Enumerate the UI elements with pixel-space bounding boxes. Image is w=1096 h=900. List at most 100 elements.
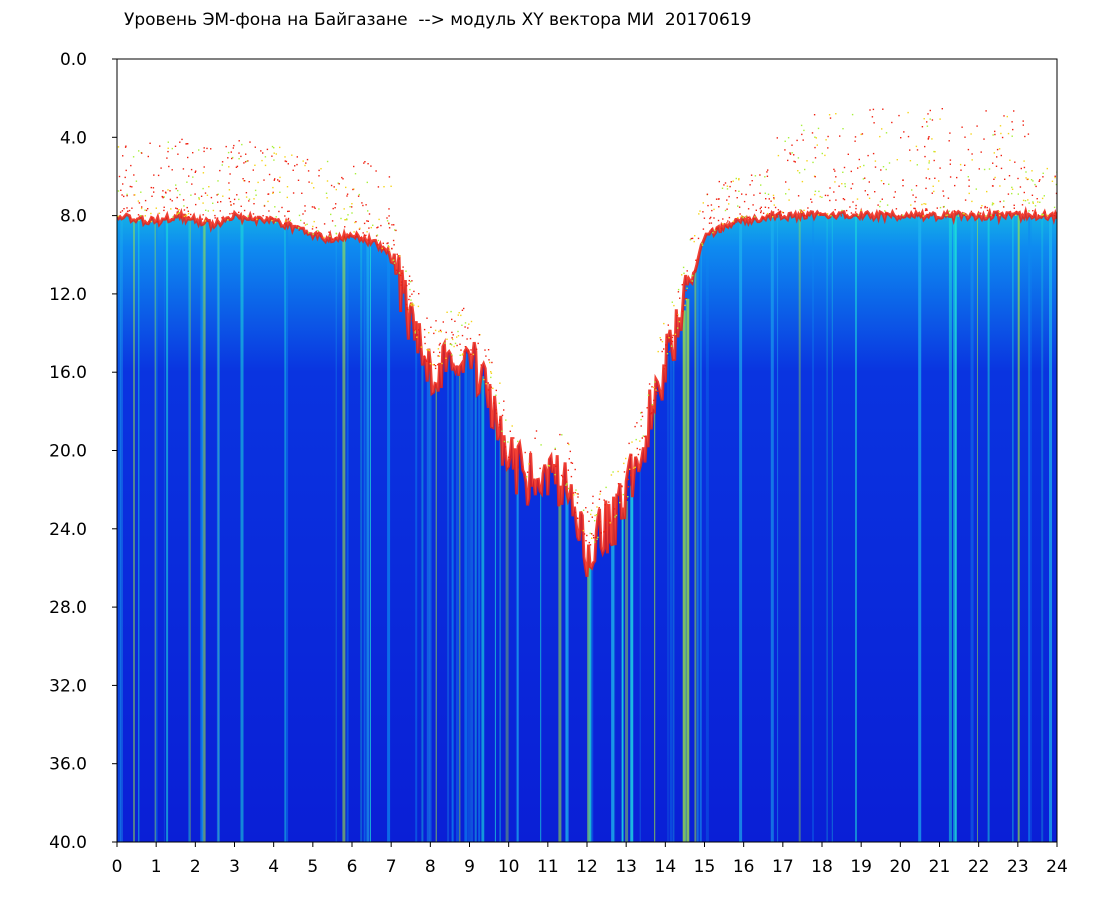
heatmap-point xyxy=(493,402,495,404)
heatmap-point xyxy=(311,228,314,230)
heatmap-point xyxy=(592,534,595,537)
heatmap-point xyxy=(535,430,538,432)
heatmap-point xyxy=(313,187,315,189)
heatmap-point xyxy=(576,502,579,504)
heatmap-point xyxy=(504,446,507,448)
heatmap-point xyxy=(707,204,709,207)
heatmap-point xyxy=(936,207,938,209)
heatmap-point xyxy=(666,336,668,338)
heatmap-point xyxy=(300,219,302,222)
heatmap-point xyxy=(433,364,435,366)
heatmap-point xyxy=(752,204,754,206)
heatmap-point xyxy=(1024,135,1026,138)
heatmap-point xyxy=(150,186,152,189)
heatmap-point xyxy=(656,390,658,392)
heatmap-point xyxy=(617,470,619,473)
heatmap-point xyxy=(782,212,785,214)
heatmap-point xyxy=(331,220,334,222)
heatmap-point xyxy=(408,298,410,301)
x-axis: 0 1 2 3 4 5 6 7 8 9 10 11 12 13 14 15 16 17 18 19 20 21 22 23 24 xyxy=(112,842,1068,877)
heatmap-point xyxy=(943,205,945,208)
heatmap-streak xyxy=(699,251,701,842)
heatmap-point xyxy=(926,208,928,210)
heatmap-point xyxy=(429,363,432,365)
heatmap-point xyxy=(134,194,136,196)
heatmap-point xyxy=(992,134,994,136)
heatmap-point xyxy=(152,187,155,189)
heatmap-point xyxy=(176,196,178,199)
heatmap-streak xyxy=(415,334,418,842)
heatmap-point xyxy=(760,211,762,214)
heatmap-point xyxy=(307,232,310,234)
heatmap-point xyxy=(824,154,826,157)
heatmap-point xyxy=(195,170,197,172)
heatmap-point xyxy=(694,235,696,237)
heatmap-point xyxy=(383,248,385,251)
heatmap-point xyxy=(874,166,877,168)
heatmap-point xyxy=(341,176,343,179)
heatmap-point xyxy=(470,353,472,355)
heatmap-point xyxy=(319,235,322,237)
heatmap-point xyxy=(221,161,224,163)
x-tick-label: 15 xyxy=(694,857,716,877)
heatmap-point xyxy=(612,471,614,473)
heatmap-point xyxy=(317,230,319,232)
heatmap-point xyxy=(764,176,766,178)
heatmap-point xyxy=(386,242,388,245)
heatmap-point xyxy=(677,291,680,293)
heatmap-point xyxy=(811,201,813,203)
heatmap-point xyxy=(993,152,995,154)
heatmap-point xyxy=(485,355,487,357)
heatmap-point xyxy=(127,210,129,212)
heatmap-point xyxy=(631,441,633,443)
heatmap-point xyxy=(797,195,800,197)
heatmap-point xyxy=(212,209,215,212)
heatmap-point xyxy=(829,117,832,119)
heatmap-streak xyxy=(481,376,485,842)
heatmap-point xyxy=(971,159,973,161)
heatmap-point xyxy=(414,332,416,334)
heatmap-point xyxy=(1050,215,1052,217)
heatmap-point xyxy=(755,209,757,211)
heatmap-point xyxy=(589,544,592,546)
heatmap-point xyxy=(122,183,124,185)
heatmap-point xyxy=(992,162,994,164)
heatmap-point xyxy=(925,203,927,205)
heatmap-point xyxy=(243,209,246,212)
heatmap-point xyxy=(682,310,684,313)
x-tick-label: 22 xyxy=(968,857,990,877)
heatmap-point xyxy=(432,364,434,366)
heatmap-point xyxy=(971,215,974,217)
heatmap-point xyxy=(435,320,437,322)
heatmap-point xyxy=(739,213,741,215)
heatmap-point xyxy=(562,476,564,478)
heatmap-streak xyxy=(587,547,591,842)
heatmap-point xyxy=(353,231,355,233)
y-axis: 0.0 4.0 8.0 12.0 16.0 20.0 24.0 28.0 32.0 36.0 40.… xyxy=(49,50,117,853)
heatmap-point xyxy=(626,497,628,500)
heatmap-point xyxy=(472,353,475,356)
heatmap-point xyxy=(749,184,751,186)
heatmap-point xyxy=(882,166,885,168)
heatmap-point xyxy=(119,211,122,213)
heatmap-point xyxy=(137,214,140,216)
heatmap-point xyxy=(303,222,305,224)
heatmap-point xyxy=(123,208,125,210)
heatmap-point xyxy=(829,199,831,202)
heatmap-point xyxy=(760,206,762,208)
heatmap-point xyxy=(608,519,611,522)
heatmap-point xyxy=(665,344,667,346)
heatmap-point xyxy=(393,244,395,246)
heatmap-point xyxy=(331,238,334,240)
heatmap-point xyxy=(787,137,790,139)
heatmap-point xyxy=(272,218,274,220)
heatmap-point xyxy=(376,234,379,236)
heatmap-point xyxy=(278,210,280,213)
heatmap-point xyxy=(711,209,713,212)
heatmap-point xyxy=(1053,206,1056,209)
heatmap-point xyxy=(791,152,793,154)
heatmap-point xyxy=(766,212,769,215)
heatmap-point xyxy=(640,425,642,427)
heatmap-point xyxy=(764,206,767,208)
heatmap-point xyxy=(227,219,229,221)
